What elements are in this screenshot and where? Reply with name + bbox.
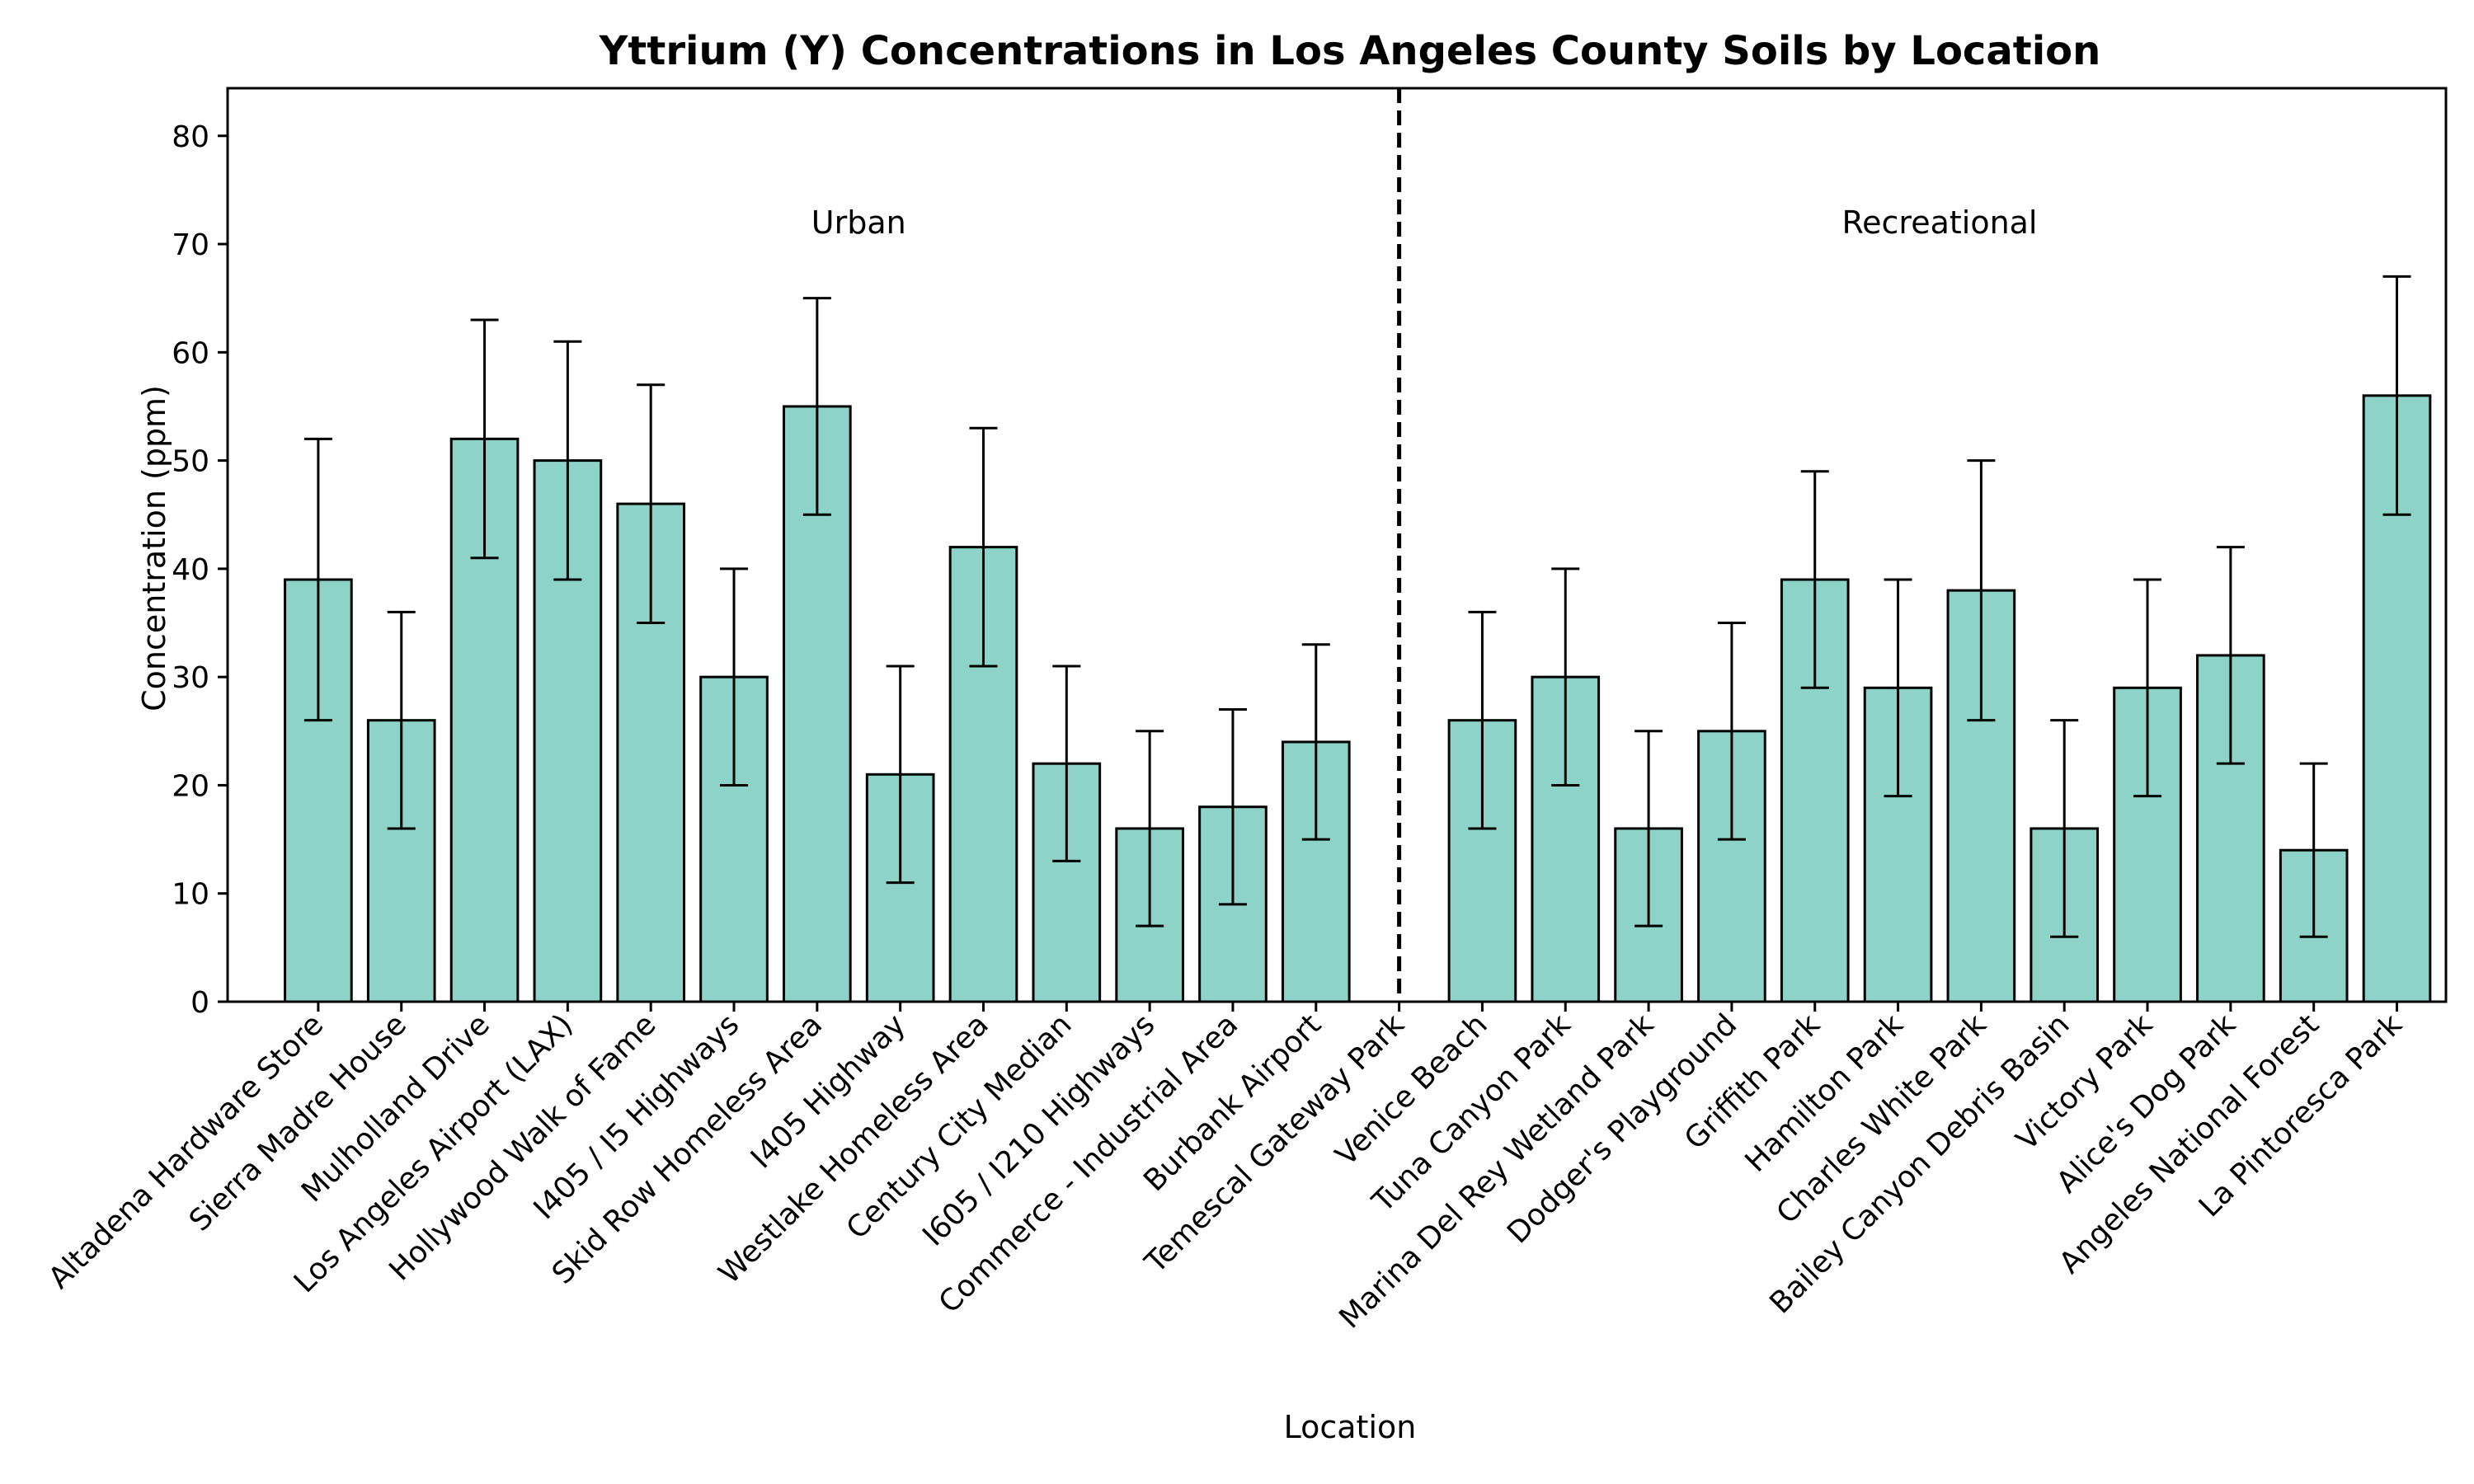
error-bar (1800, 470, 1829, 689)
y-tick-label: 70 (172, 228, 209, 262)
error-bar (1052, 665, 1081, 862)
error-bar (886, 665, 915, 885)
error-bar (2382, 275, 2411, 516)
y-tick-label: 50 (172, 445, 209, 479)
error-bar (1218, 708, 1247, 906)
error-bar (1468, 610, 1497, 830)
plot-frame (226, 87, 2448, 1003)
error-bar (2216, 546, 2245, 765)
error-bar (1884, 578, 1912, 798)
error-bar (2050, 719, 2079, 938)
error-bar (387, 610, 416, 830)
error-bar (969, 426, 998, 668)
error-bar (1634, 730, 1663, 928)
group-label: Urban (811, 204, 906, 241)
chart-title: Yttrium (Y) Concentrations in Los Angele… (599, 28, 2101, 74)
y-tick-label: 60 (172, 336, 209, 370)
y-tick-label: 80 (172, 120, 209, 154)
y-tick-label: 20 (172, 769, 209, 803)
x-tick-label: Bailey Canyon Debris Basin (1763, 1007, 2076, 1320)
error-bar (1967, 459, 1996, 722)
y-axis-label: Concentration (ppm) (136, 385, 172, 711)
x-tick-label: Commerce - Industrial Area (933, 1007, 1245, 1320)
group-label: Recreational (1841, 204, 2037, 241)
y-tick-label: 30 (172, 661, 209, 695)
error-bar (1136, 730, 1164, 928)
error-bar (2299, 762, 2328, 938)
y-tick-label: 40 (172, 553, 209, 587)
y-tick-label: 10 (172, 878, 209, 912)
error-bar (1717, 622, 1746, 841)
error-bar (1301, 643, 1330, 841)
plot-area: Urban Recreational01020304050607080Altade… (42, 87, 2448, 1335)
y-tick-label: 0 (190, 986, 209, 1020)
error-bar (2133, 578, 2162, 798)
error-bar (303, 437, 332, 722)
error-bar (1551, 567, 1580, 787)
error-bar (553, 340, 582, 581)
error-bar (802, 297, 831, 516)
error-bar (470, 318, 499, 560)
x-axis-label: Location (1284, 1409, 1417, 1445)
error-bar (637, 383, 666, 625)
x-tick-label: Venice Beach (1329, 1007, 1494, 1172)
error-bar (720, 567, 749, 787)
